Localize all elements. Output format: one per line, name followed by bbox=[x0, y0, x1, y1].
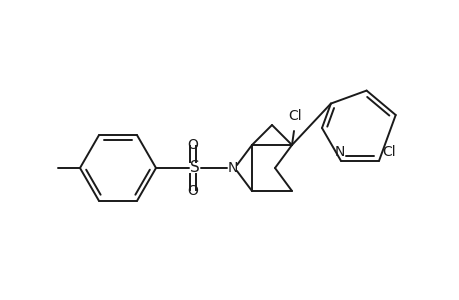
Text: S: S bbox=[190, 160, 200, 175]
Text: N: N bbox=[334, 145, 344, 159]
Text: Cl: Cl bbox=[381, 145, 395, 159]
Text: O: O bbox=[187, 184, 198, 198]
Text: N: N bbox=[227, 161, 238, 175]
Text: Cl: Cl bbox=[287, 109, 301, 123]
Text: O: O bbox=[187, 138, 198, 152]
